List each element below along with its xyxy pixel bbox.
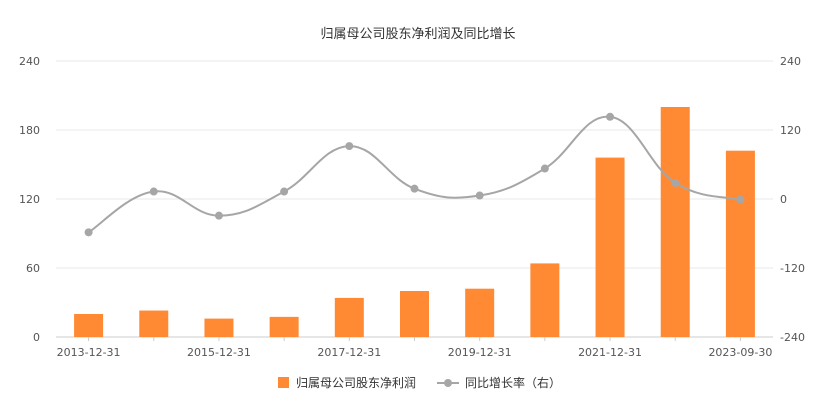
left-tick-label: 180: [19, 124, 40, 137]
growth-point: [736, 195, 745, 204]
x-axis: 2013-12-31 2015-12-31 2017-12-31 2019-12-31…: [57, 337, 772, 359]
bar: [660, 107, 690, 337]
x-tick-label: 2023-09-30: [708, 346, 772, 359]
x-tick-label: 2013-12-31: [57, 346, 121, 359]
bar: [530, 263, 560, 337]
bar: [465, 288, 495, 337]
right-tick-label: -120: [780, 262, 805, 275]
left-tick-label: 240: [19, 55, 40, 68]
x-tick-label: 2019-12-31: [448, 346, 512, 359]
bar: [269, 316, 299, 337]
left-tick-label: 120: [19, 193, 40, 206]
bar: [595, 157, 625, 337]
right-tick-label: -240: [780, 331, 805, 344]
chart-title: 归属母公司股东净利润及同比增长: [320, 27, 515, 42]
left-tick-label: 60: [26, 262, 40, 275]
right-tick-label: 120: [780, 124, 801, 137]
growth-point: [280, 187, 289, 196]
bar-series: [74, 107, 755, 337]
growth-point: [540, 164, 549, 173]
line-series: [84, 112, 745, 237]
right-tick-label: 0: [780, 193, 787, 206]
bar: [74, 314, 104, 337]
bar: [400, 291, 429, 337]
legend: 归属母公司股东净利润 同比增长率（右）: [278, 375, 561, 390]
x-tick-label: 2021-12-31: [578, 346, 642, 359]
legend-line-label: 同比增长率（右）: [465, 375, 561, 390]
left-tick-label: 0: [33, 331, 40, 344]
growth-point: [84, 228, 93, 237]
right-tick-label: 240: [780, 55, 801, 68]
growth-point: [149, 187, 158, 196]
bar: [204, 318, 234, 337]
x-tick-label: 2017-12-31: [317, 346, 381, 359]
legend-bar-label: 归属母公司股东净利润: [296, 376, 416, 390]
right-axis: -240 -120 0 120 240: [780, 55, 805, 344]
bar: [139, 310, 169, 337]
legend-bar-swatch: [278, 377, 289, 388]
bar: [334, 297, 364, 337]
growth-point: [214, 211, 223, 220]
growth-point: [345, 142, 354, 151]
growth-point: [410, 184, 419, 193]
left-axis: 0 60 120 180 240: [19, 55, 40, 344]
growth-point: [671, 178, 680, 187]
growth-line: [88, 115, 741, 234]
bar: [725, 150, 755, 337]
x-tick-label: 2015-12-31: [187, 346, 251, 359]
grid-lines: [56, 60, 773, 338]
growth-point: [606, 112, 615, 121]
growth-point: [475, 191, 484, 200]
legend-line-marker: [444, 379, 452, 387]
